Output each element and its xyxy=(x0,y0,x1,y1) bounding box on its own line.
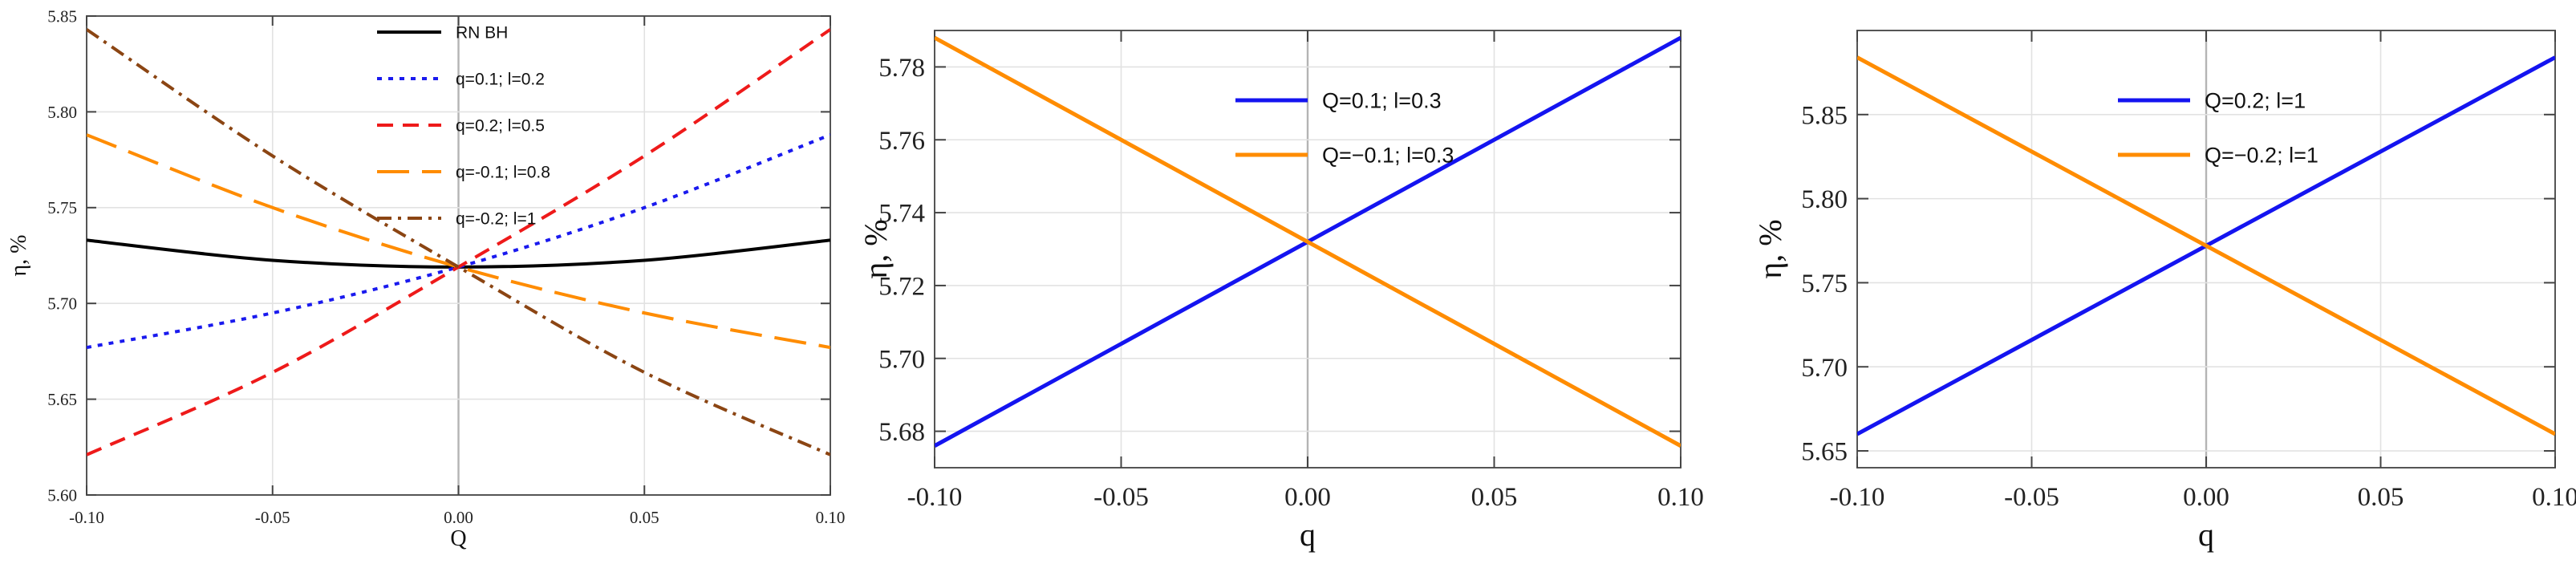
x-tick-label: 0.10 xyxy=(2532,483,2576,512)
series-line-4 xyxy=(87,133,830,350)
legend-label: q=-0.1; l=0.8 xyxy=(456,163,550,181)
y-tick-label: 5.68 xyxy=(878,418,925,447)
x-axis-label: q xyxy=(1300,517,1316,553)
y-tick-label: 5.78 xyxy=(878,54,925,83)
series-line-2 xyxy=(1857,55,2555,436)
y-tick-label: 5.80 xyxy=(1801,185,1848,214)
x-tick-label: 0.05 xyxy=(1471,483,1518,512)
y-tick-label: 5.76 xyxy=(878,127,925,156)
y-axis-label: η, % xyxy=(6,235,31,277)
legend-label: Q=0.2; l=1 xyxy=(2205,88,2306,112)
x-tick-label: -0.05 xyxy=(255,508,290,527)
legend-label: q=-0.2; l=1 xyxy=(456,209,536,228)
x-tick-label: -0.05 xyxy=(2004,483,2059,512)
series-line-3 xyxy=(87,28,830,456)
chart-panel-2: -0.10 -0.05 0.00 0.05 0.10 5.68 5.70 5.72 5.74 5.… xyxy=(858,30,1704,553)
x-tick-label: 0.05 xyxy=(2358,483,2404,512)
x-tick-label: -0.05 xyxy=(1093,483,1149,512)
x-tick-label: -0.10 xyxy=(907,483,963,512)
y-tick-label: 5.72 xyxy=(878,272,925,301)
y-axis-label: η, % xyxy=(1752,219,1788,278)
legend: RN BH q=0.1; l=0.2 q=0.2; l=0.5 q=-0.1; l=0… xyxy=(377,23,550,228)
x-axis-label: q xyxy=(2198,517,2214,553)
chart-panel-1: -0.10 -0.05 0.00 0.05 0.10 5.60 5.65 5.70 5.75 5.… xyxy=(6,6,845,551)
x-tick-label: -0.10 xyxy=(69,508,104,527)
y-tick-label: 5.70 xyxy=(878,345,925,374)
chart-panel-3: -0.10 -0.05 0.00 0.05 0.10 5.65 5.70 5.75 5.80 5.… xyxy=(1752,30,2576,553)
legend-label: RN BH xyxy=(456,23,508,42)
y-tick-label: 5.65 xyxy=(47,390,77,409)
legend: Q=0.1; l=0.3 Q=−0.1; l=0.3 xyxy=(1235,88,1454,167)
x-tick-label: 0.10 xyxy=(1657,483,1704,512)
legend-label: q=0.1; l=0.2 xyxy=(456,70,545,88)
series-line-5 xyxy=(87,28,830,456)
y-axis-label: η, % xyxy=(858,219,894,278)
legend-label: Q=0.1; l=0.3 xyxy=(1322,88,1442,112)
legend-label: Q=−0.1; l=0.3 xyxy=(1322,143,1454,167)
y-tick-label: 5.85 xyxy=(1801,101,1848,130)
legend: Q=0.2; l=1 Q=−0.2; l=1 xyxy=(2118,88,2318,167)
x-tick-label: 0.00 xyxy=(2183,483,2229,512)
legend-label: q=0.2; l=0.5 xyxy=(456,116,545,135)
y-tick-label: 5.80 xyxy=(47,103,77,122)
legend-label: Q=−0.2; l=1 xyxy=(2205,143,2318,167)
y-tick-label: 5.60 xyxy=(47,485,77,505)
y-tick-label: 5.85 xyxy=(47,6,77,26)
y-tick-label: 5.65 xyxy=(1801,438,1848,467)
x-tick-label: 0.00 xyxy=(1284,483,1331,512)
series-line-2 xyxy=(935,35,1681,448)
x-axis-label: Q xyxy=(450,526,466,551)
x-tick-label: 0.10 xyxy=(816,508,846,527)
y-tick-label: 5.70 xyxy=(47,294,77,314)
x-tick-label: 0.00 xyxy=(444,508,473,527)
y-tick-label: 5.75 xyxy=(1801,270,1848,298)
y-tick-label: 5.70 xyxy=(1801,354,1848,383)
x-tick-label: -0.10 xyxy=(1830,483,1885,512)
y-tick-label: 5.75 xyxy=(47,198,77,217)
x-tick-label: 0.05 xyxy=(630,508,659,527)
y-tick-label: 5.74 xyxy=(878,200,925,229)
series-line-2 xyxy=(87,133,830,350)
